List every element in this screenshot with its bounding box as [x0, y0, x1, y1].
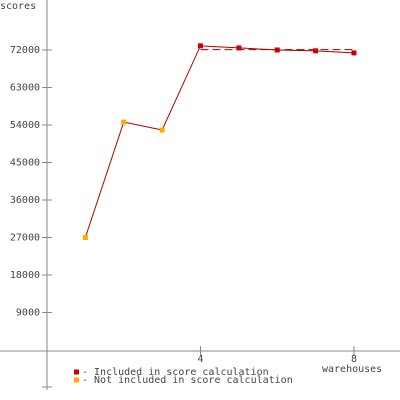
point	[159, 127, 165, 133]
y-tick-label: 36000	[10, 195, 40, 206]
y-tick-label: 18000	[10, 270, 40, 281]
point	[121, 119, 127, 125]
y-tick-label: 27000	[10, 233, 40, 244]
x-tick-label: 4	[197, 354, 203, 365]
x-tick-label: 8	[351, 354, 357, 365]
point	[313, 48, 319, 54]
x-axis-label: warehouses	[322, 364, 382, 375]
y-tick-label: 63000	[10, 83, 40, 94]
point	[82, 235, 88, 240]
point	[351, 50, 357, 56]
score-line	[84, 45, 354, 238]
y-tick-label: 45000	[10, 158, 40, 169]
y-tick-label: 9000	[16, 308, 40, 319]
y-tick-label: 72000	[10, 45, 40, 56]
point	[236, 45, 242, 51]
y-tick-label: 54000	[10, 120, 40, 131]
legend-label: - Not included in score calculation	[82, 375, 293, 386]
legend-swatch	[74, 369, 79, 375]
point	[197, 43, 203, 49]
y-axis-label: scores	[0, 1, 36, 12]
legend-swatch	[74, 377, 79, 383]
legend-label: - Included in score calculation	[82, 367, 269, 378]
point	[274, 47, 280, 53]
